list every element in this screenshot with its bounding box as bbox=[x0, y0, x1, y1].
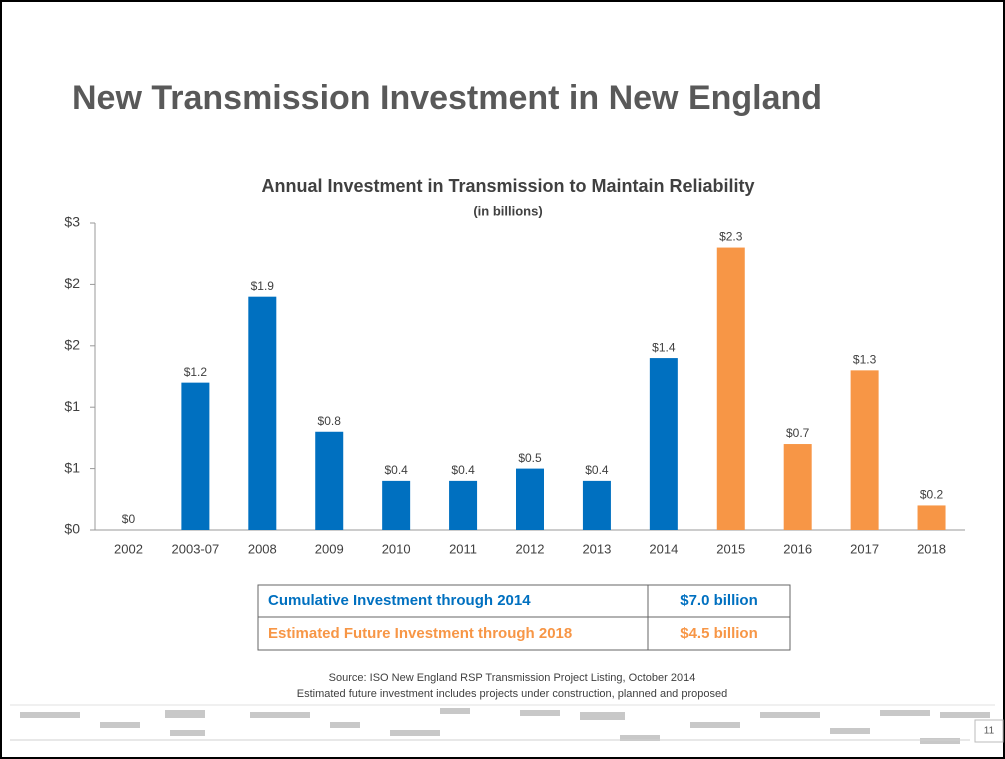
circuit-decoration bbox=[10, 704, 995, 744]
page-number: 11 bbox=[984, 726, 995, 737]
value-label: $2.3 bbox=[719, 230, 743, 244]
value-label: $0.4 bbox=[585, 463, 609, 477]
x-tick-label: 2011 bbox=[449, 541, 477, 556]
x-tick-label: 2018 bbox=[917, 541, 946, 556]
y-tick-label: $1 bbox=[64, 459, 80, 475]
x-tick-label: 2012 bbox=[516, 541, 545, 556]
table-label: Estimated Future Investment through 2018 bbox=[268, 625, 572, 642]
x-tick-label: 2014 bbox=[649, 541, 678, 556]
chart-subtitle: (in billions) bbox=[473, 203, 542, 218]
x-tick-label: 2013 bbox=[582, 541, 611, 556]
bar bbox=[516, 468, 544, 530]
x-tick-label: 2002 bbox=[114, 541, 143, 556]
y-tick-label: $2 bbox=[64, 337, 80, 353]
value-label: $1.4 bbox=[652, 340, 676, 354]
value-label: $0.4 bbox=[384, 463, 408, 477]
bar bbox=[449, 480, 478, 530]
bar bbox=[783, 444, 812, 530]
value-label: $1.9 bbox=[251, 279, 275, 293]
slide-title: New Transmission Investment in New Engla… bbox=[72, 79, 822, 117]
table-value: $7.0 billion bbox=[680, 592, 758, 609]
x-tick-label: 2015 bbox=[716, 541, 745, 556]
bar bbox=[248, 296, 277, 530]
bar bbox=[716, 247, 745, 530]
source-note: Estimated future investment includes pro… bbox=[297, 688, 727, 700]
bar bbox=[315, 431, 344, 530]
value-label: $0.4 bbox=[451, 463, 475, 477]
value-label: $0.2 bbox=[920, 488, 944, 502]
summary-table bbox=[257, 584, 791, 651]
bar bbox=[582, 480, 611, 530]
x-tick-label: 2009 bbox=[315, 541, 344, 556]
table-value: $4.5 billion bbox=[680, 625, 758, 642]
x-tick-label: 2008 bbox=[248, 541, 277, 556]
bar bbox=[917, 505, 946, 530]
page-number-box bbox=[974, 719, 1004, 743]
table-label: Cumulative Investment through 2014 bbox=[268, 592, 531, 609]
y-tick-label: $3 bbox=[64, 214, 80, 230]
value-label: $0.8 bbox=[318, 414, 342, 428]
bar bbox=[850, 370, 879, 530]
y-tick-label: $1 bbox=[64, 398, 80, 414]
value-label: $0.7 bbox=[786, 426, 810, 440]
x-tick-label: 2010 bbox=[382, 541, 411, 556]
bar bbox=[181, 382, 210, 530]
value-label: $0.5 bbox=[518, 451, 542, 465]
value-label: $1.2 bbox=[184, 365, 208, 379]
value-label: $0 bbox=[122, 512, 136, 526]
bar bbox=[382, 480, 411, 530]
chart-title: Annual Investment in Transmission to Mai… bbox=[261, 176, 754, 196]
y-tick-label: $2 bbox=[64, 275, 80, 291]
bar bbox=[649, 358, 678, 530]
x-tick-label: 2003-07 bbox=[172, 541, 220, 556]
value-label: $1.3 bbox=[853, 353, 877, 367]
x-tick-label: 2017 bbox=[850, 541, 879, 556]
x-tick-label: 2016 bbox=[783, 541, 812, 556]
source-note: Source: ISO New England RSP Transmission… bbox=[329, 672, 696, 684]
y-tick-label: $0 bbox=[64, 521, 80, 537]
